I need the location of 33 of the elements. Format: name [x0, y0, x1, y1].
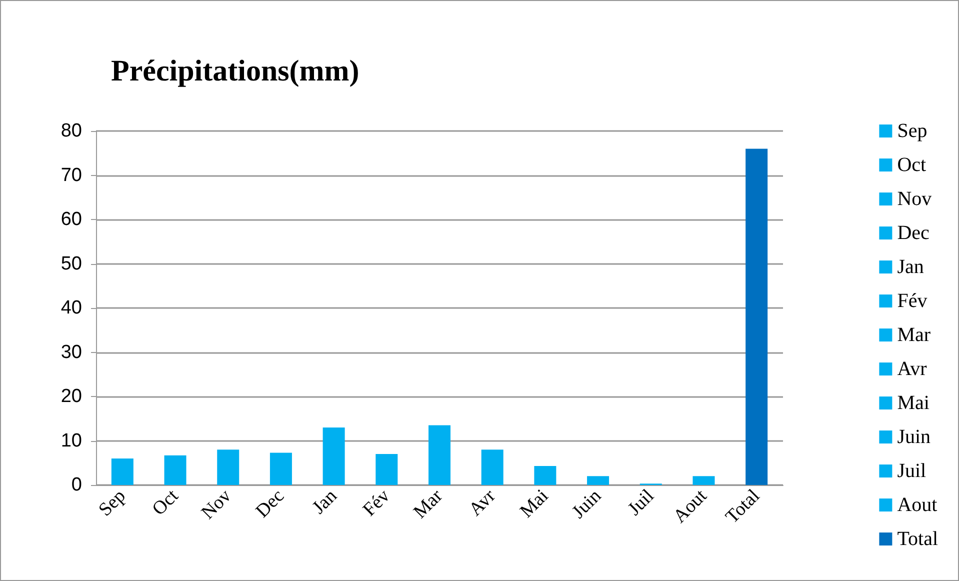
legend-label: Juil: [897, 460, 927, 482]
legend-label: Fév: [897, 290, 928, 312]
y-tick-label: 20: [60, 386, 82, 407]
legend-label: Sep: [897, 120, 928, 142]
x-tick-label: Oct: [148, 485, 184, 520]
chart-title: Précipitations(mm): [111, 54, 360, 88]
x-tick-label: Fév: [359, 485, 394, 521]
legend-label: Nov: [897, 188, 932, 210]
x-tick-label: Mar: [410, 485, 448, 523]
legend-label: Jan: [897, 256, 924, 278]
x-tick-label: Jan: [308, 485, 342, 518]
legend-label: Mar: [897, 324, 931, 346]
y-tick-label: 80: [60, 120, 82, 142]
y-tick-label: 40: [60, 298, 82, 318]
legend-label: Avr: [897, 358, 928, 380]
x-tick-label: Dec: [252, 486, 288, 522]
y-tick-label: 60: [60, 209, 82, 230]
y-tick-label: 0: [71, 474, 82, 496]
x-tick-label: Juil: [624, 486, 658, 520]
y-tick-label: 10: [60, 430, 82, 452]
x-tick-label: Nov: [198, 485, 236, 524]
x-tick-label: Sep: [94, 486, 130, 521]
legend-label: Dec: [897, 222, 930, 244]
legend-label: Mai: [897, 392, 930, 414]
x-tick-label: Mai: [516, 486, 553, 522]
legend-label: Total: [897, 528, 938, 550]
legend-label: Oct: [897, 154, 927, 176]
y-tick-label: 50: [60, 253, 82, 274]
legend-label: Juin: [897, 426, 931, 448]
x-tick-label: Avr: [465, 485, 500, 520]
y-tick-label: 30: [60, 342, 82, 363]
x-tick-label: Juin: [568, 485, 606, 523]
y-tick-label: 70: [60, 164, 82, 186]
